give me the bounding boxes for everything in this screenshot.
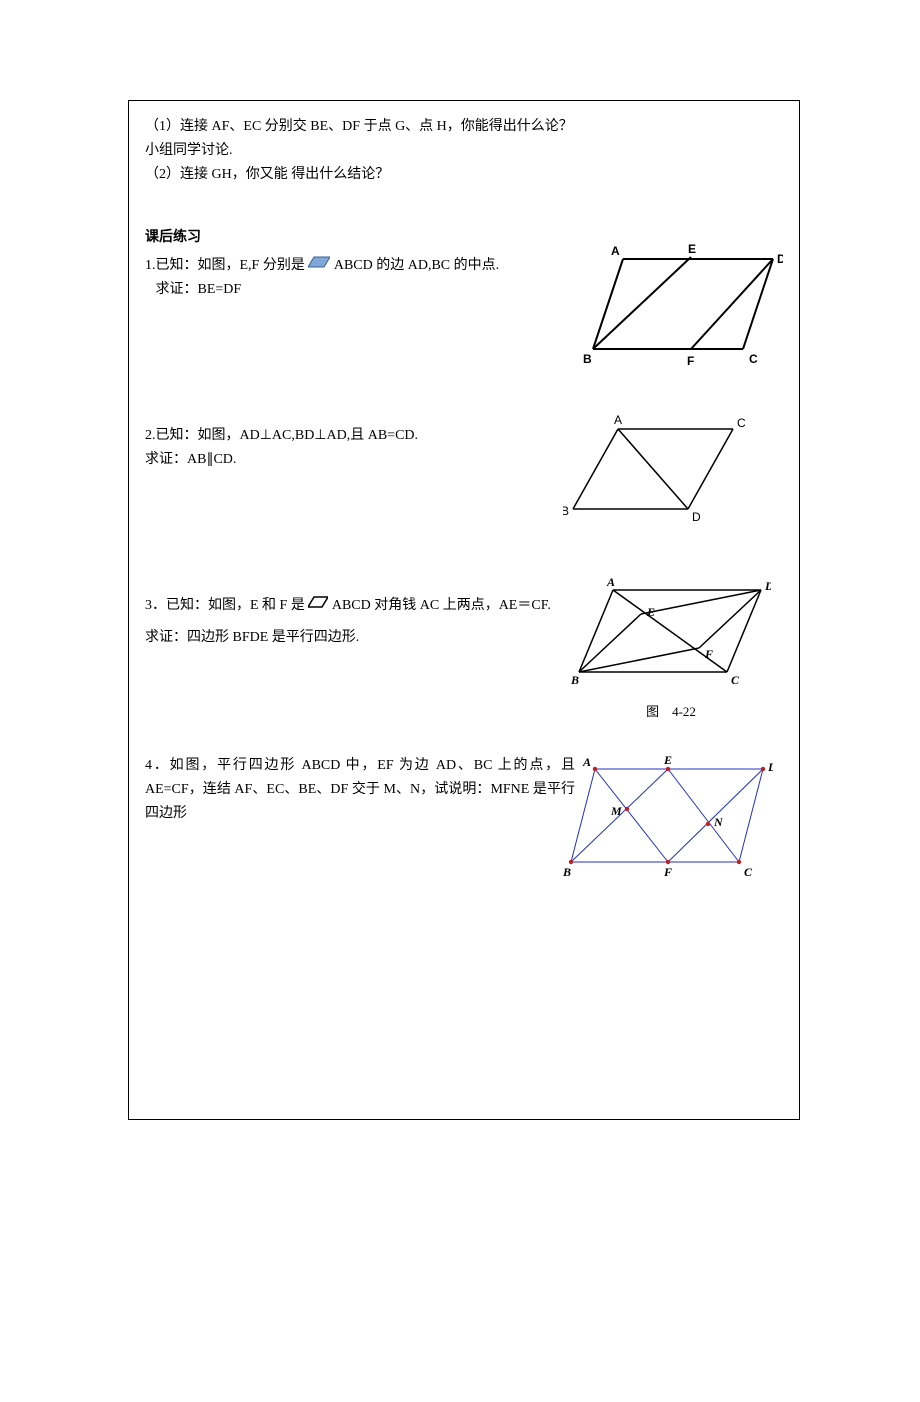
question-4: 4．如图，平行四边形 ABCD 中，EF 为边 AD、BC 上的点，且 AE=C… <box>145 754 783 954</box>
question-2: 2.已知：如图，AD⊥AC,BD⊥AD,且 AB=CD. 求证：AB∥CD. A… <box>145 424 783 554</box>
svg-text:A: A <box>582 755 591 769</box>
svg-text:B: B <box>563 865 571 879</box>
q1-line2: 求证：BE=DF <box>145 278 565 302</box>
q1-line1-b: ABCD 的边 AD,BC 的中点. <box>334 258 499 273</box>
q3-line1-a: 3．已知：如图，E 和 F 是 <box>145 598 305 613</box>
svg-text:N: N <box>713 815 724 829</box>
svg-text:A: A <box>614 414 622 427</box>
svg-text:A: A <box>611 244 620 258</box>
svg-text:C: C <box>737 416 746 430</box>
q3-line2: 求证：四边形 BFDE 是平行四边形. <box>145 626 585 650</box>
question-1: 1.已知：如图，E,F 分别是 ABCD 的边 AD,BC 的中点. 求证：BE… <box>145 254 783 404</box>
intro-p1: （1）连接 AF、EC 分别交 BE、DF 于点 G、点 H，你能得出什么论？ <box>145 115 783 139</box>
q3-text: 3．已知：如图，E 和 F 是 ABCD 对角钱 AC 上两点，AE＝CF. 求… <box>145 594 585 650</box>
intro-p2: 小组同学讨论. <box>145 139 783 163</box>
q4-line1: 4．如图，平行四边形 ABCD 中，EF 为边 AD、BC 上的点，且 AE=C… <box>145 754 575 825</box>
svg-text:F: F <box>687 354 694 368</box>
svg-text:E: E <box>663 754 672 767</box>
q2-figure: A C B D <box>563 414 753 534</box>
q3-caption: 图 4-22 <box>571 701 771 723</box>
q3-line1-b: ABCD 对角钱 AC 上两点，AE＝CF. <box>332 598 551 613</box>
q1-line1: 1.已知：如图，E,F 分别是 ABCD 的边 AD,BC 的中点. <box>145 254 565 278</box>
q3-figure: A D B C E F 图 4-22 <box>571 578 771 723</box>
q2-text: 2.已知：如图，AD⊥AC,BD⊥AD,且 AB=CD. 求证：AB∥CD. <box>145 424 565 472</box>
intro-p3: （2）连接 GH，你又能 得出什么结论？ <box>145 163 783 187</box>
svg-text:C: C <box>749 352 758 366</box>
svg-text:M: M <box>610 804 622 818</box>
page: （1）连接 AF、EC 分别交 BE、DF 于点 G、点 H，你能得出什么论？ … <box>0 100 920 1402</box>
svg-text:F: F <box>704 647 713 661</box>
svg-text:B: B <box>571 673 579 687</box>
parallelogram-filled-icon <box>308 254 330 278</box>
q2-line2: 求证：AB∥CD. <box>145 448 565 472</box>
svg-text:C: C <box>744 865 753 879</box>
q3-line1: 3．已知：如图，E 和 F 是 ABCD 对角钱 AC 上两点，AE＝CF. <box>145 594 585 618</box>
parallelogram-outline-icon <box>308 594 328 618</box>
svg-text:B: B <box>563 504 569 518</box>
q2-line1: 2.已知：如图，AD⊥AC,BD⊥AD,且 AB=CD. <box>145 424 565 448</box>
svg-text:F: F <box>663 865 672 879</box>
svg-text:E: E <box>646 605 655 619</box>
svg-text:D: D <box>764 579 771 593</box>
svg-text:B: B <box>583 352 592 366</box>
svg-text:D: D <box>777 252 783 266</box>
q1-text: 1.已知：如图，E,F 分别是 ABCD 的边 AD,BC 的中点. 求证：BE… <box>145 254 565 302</box>
svg-text:D: D <box>767 760 773 774</box>
q1-figure: A E D B F C <box>583 244 783 374</box>
svg-text:A: A <box>606 578 615 589</box>
q4-text: 4．如图，平行四边形 ABCD 中，EF 为边 AD、BC 上的点，且 AE=C… <box>145 754 575 825</box>
content-box: （1）连接 AF、EC 分别交 BE、DF 于点 G、点 H，你能得出什么论？ … <box>128 100 800 1120</box>
q4-figure: A E D B F C M N <box>563 754 773 884</box>
question-3: 3．已知：如图，E 和 F 是 ABCD 对角钱 AC 上两点，AE＝CF. 求… <box>145 594 783 744</box>
svg-text:E: E <box>688 244 696 256</box>
svg-text:D: D <box>692 510 701 524</box>
q1-line1-a: 1.已知：如图，E,F 分别是 <box>145 258 305 273</box>
svg-text:C: C <box>731 673 740 687</box>
